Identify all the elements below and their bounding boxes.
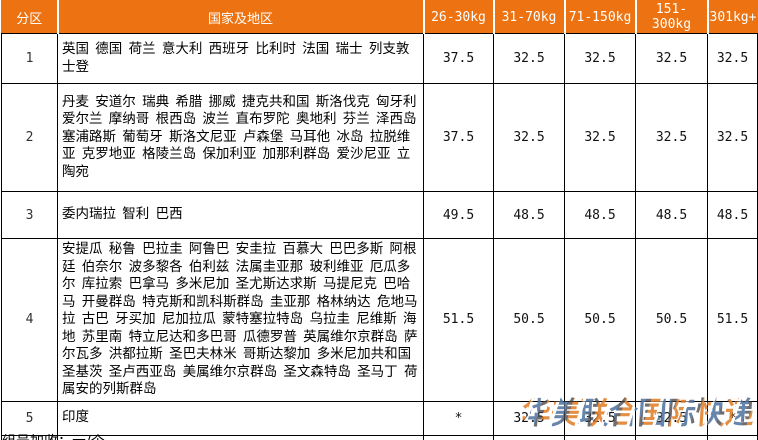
rate-cell: 50.5	[493, 238, 565, 402]
col-header-26-30kg: 26-30kg	[422, 0, 494, 34]
table-row-zone-5: 5 印度 * 32.5 32.5 32.5 *	[1, 400, 758, 436]
table-row-zone-6: 6 哥伦比亚 * 51.5 51.5 51.5 *	[1, 434, 758, 440]
zone-cell: 4	[1, 238, 58, 402]
rate-cell: 32.5	[493, 83, 565, 192]
col-header-151-300kg: 151-300kg	[634, 0, 708, 34]
col-header-region: 国家及地区	[56, 0, 424, 34]
rate-cell: 37.5	[423, 83, 494, 192]
countries-cell: 印度	[57, 400, 424, 436]
rate-cell: *	[707, 400, 758, 436]
rate-cell: 32.5	[493, 400, 565, 436]
rate-cell: 51.5	[423, 238, 494, 402]
zone-cell: 5	[1, 400, 58, 436]
countries-cell: 英国 德国 荷兰 意大利 西班牙 比利时 法国 瑞士 列支敦士登	[57, 33, 424, 84]
rate-cell: 48.5	[635, 191, 708, 239]
zone-cell: 1	[1, 33, 58, 84]
table-row-zone-1: 1 英国 德国 荷兰 意大利 西班牙 比利时 法国 瑞士 列支敦士登 37.5 …	[1, 33, 758, 84]
rate-cell: 32.5	[564, 83, 636, 192]
col-header-zone: 分区	[1, 0, 58, 34]
countries-cell: 丹麦 安道尔 瑞典 希腊 挪威 捷克共和国 斯洛伐克 匈牙利 爱尔兰 摩纳哥 根…	[57, 83, 424, 192]
rate-cell: 51.5	[635, 434, 708, 440]
rate-cell: 37.5	[423, 33, 494, 84]
footer-note-clipped: 组号加收：元/个	[2, 431, 105, 440]
rate-cell: 32.5	[635, 83, 708, 192]
table-row-zone-3: 3 委内瑞拉 智利 巴西 49.5 48.5 48.5 48.5 48.5	[1, 191, 758, 239]
countries-cell: 哥伦比亚	[57, 434, 424, 440]
rate-cell: 51.5	[493, 434, 565, 440]
rate-cell: 32.5	[635, 400, 708, 436]
rate-cell: *	[423, 400, 494, 436]
header-row: 分区 国家及地区 26-30kg 31-70kg 71-150kg 151-30…	[1, 0, 758, 34]
rate-cell: 51.5	[707, 238, 758, 402]
zone-cell: 2	[1, 83, 58, 192]
countries-cell: 委内瑞拉 智利 巴西	[57, 191, 424, 239]
table-row-zone-2: 2 丹麦 安道尔 瑞典 希腊 挪威 捷克共和国 斯洛伐克 匈牙利 爱尔兰 摩纳哥…	[1, 83, 758, 192]
rate-cell: 48.5	[564, 191, 636, 239]
rate-cell: 32.5	[635, 33, 708, 84]
countries-cell: 安提瓜 秘鲁 巴拉圭 阿鲁巴 安圭拉 百慕大 巴巴多斯 阿根廷 伯奈尔 波多黎各…	[57, 238, 424, 402]
rate-cell: 32.5	[707, 83, 758, 192]
col-header-31-70kg: 31-70kg	[492, 0, 565, 34]
rate-cell: 32.5	[564, 33, 636, 84]
rate-cell: 50.5	[564, 238, 636, 402]
zone-cell: 3	[1, 191, 58, 239]
rate-cell: *	[707, 434, 758, 440]
table-row-zone-4: 4 安提瓜 秘鲁 巴拉圭 阿鲁巴 安圭拉 百慕大 巴巴多斯 阿根廷 伯奈尔 波多…	[1, 238, 758, 402]
col-header-301kg-plus: 301kg+	[706, 0, 758, 34]
rate-cell: 50.5	[635, 238, 708, 402]
rate-cell: 48.5	[493, 191, 565, 239]
rate-cell: 49.5	[423, 191, 494, 239]
rate-cell: 32.5	[564, 400, 636, 436]
rate-cell: 32.5	[707, 33, 758, 84]
rate-cell: 32.5	[493, 33, 565, 84]
rate-cell: *	[423, 434, 494, 440]
col-header-71-150kg: 71-150kg	[563, 0, 636, 34]
rate-cell: 51.5	[564, 434, 636, 440]
rate-cell: 48.5	[707, 191, 758, 239]
